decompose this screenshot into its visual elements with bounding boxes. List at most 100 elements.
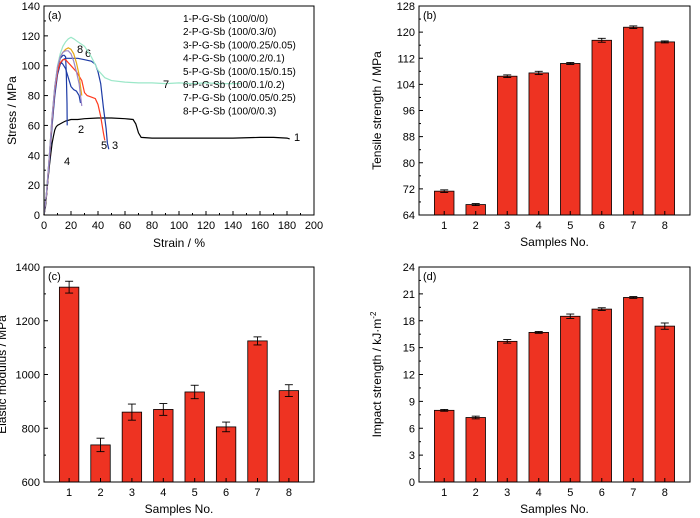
x-tick-label-a-2: 40: [92, 220, 104, 232]
bar-b-8: [654, 41, 675, 216]
panel-letter-a: (a): [48, 10, 61, 22]
curve-label-4: 4: [64, 156, 70, 168]
bar-d-8: [654, 325, 675, 483]
curve-label-1: 1: [294, 132, 300, 144]
bar-c-4: [153, 409, 174, 483]
x-tick-label-c-6: 6: [223, 487, 229, 499]
x-tick-label-d-5: 5: [567, 487, 573, 499]
series-line-1: [43, 117, 290, 216]
x-tick-label-d-4: 4: [536, 487, 542, 499]
y-axis-label-superscript-d: -2: [369, 311, 378, 319]
plot-frame-c: [43, 266, 315, 483]
y-tick-label-b-5: 104: [397, 79, 415, 91]
curve-label-3: 3: [112, 140, 118, 152]
y-axis-label-a: Stress / MPa: [5, 76, 19, 145]
x-tick-label-b-3: 3: [504, 220, 510, 232]
bar-d-7: [623, 297, 644, 483]
panel-letter-c: (c): [48, 271, 61, 283]
y-tick-label-d-8: 24: [403, 262, 415, 274]
x-tick-label-a-10: 200: [305, 220, 323, 232]
y-tick-label-c-1: 800: [22, 423, 40, 435]
y-tick-label-c-2: 1000: [16, 370, 40, 382]
x-tick-label-a-8: 160: [251, 220, 269, 232]
x-tick-label-b-8: 8: [662, 220, 668, 232]
y-tick-label-c-4: 1400: [16, 262, 40, 274]
x-tick-label-b-1: 1: [441, 220, 447, 232]
x-tick-label-b-7: 7: [630, 220, 636, 232]
x-tick-label-c-1: 1: [66, 487, 72, 499]
bar-c-7: [247, 340, 268, 483]
y-tick-label-d-0: 0: [409, 477, 415, 489]
x-tick-label-a-7: 140: [224, 220, 242, 232]
y-tick-label-a-0: 0: [34, 210, 40, 222]
curve-label-8: 8: [77, 44, 83, 56]
bar-c-8: [278, 390, 300, 483]
legend-entry-2: 2-P-G-Sb (100/0.3/0): [183, 27, 276, 38]
bar-d-6: [591, 308, 612, 483]
x-tick-label-a-3: 60: [119, 220, 131, 232]
x-axis-label-c: Samples No.: [145, 502, 214, 516]
y-tick-label-a-2: 40: [28, 150, 40, 162]
x-tick-label-a-4: 80: [146, 220, 158, 232]
x-tick-label-c-4: 4: [160, 487, 166, 499]
panel-letter-b: (b): [423, 10, 436, 22]
x-tick-label-b-2: 2: [473, 220, 479, 232]
x-tick-label-d-7: 7: [630, 487, 636, 499]
y-tick-label-b-3: 88: [403, 132, 415, 144]
y-axis-label-d: Impact strength / kJ·m-2: [369, 311, 384, 437]
legend-entry-1: 1-P-G-Sb (100/0/0): [183, 14, 268, 25]
y-tick-label-d-3: 9: [409, 396, 415, 408]
bar-d-1: [434, 409, 455, 483]
y-tick-label-d-5: 15: [403, 343, 415, 355]
bar-c-5: [184, 391, 205, 483]
curve-label-5: 5: [101, 140, 107, 152]
x-axis-label-a: Strain / %: [153, 236, 205, 250]
bar-b-5: [560, 63, 581, 216]
bar-d-3: [497, 340, 518, 483]
bar-c-3: [121, 411, 143, 483]
x-tick-label-d-1: 1: [441, 487, 447, 499]
x-tick-label-a-5: 100: [170, 220, 188, 232]
y-tick-label-b-6: 112: [397, 53, 415, 65]
x-axis-label-b: Samples No.: [520, 235, 589, 249]
y-tick-label-c-3: 1200: [16, 316, 40, 328]
curve-label-2: 2: [78, 124, 84, 136]
x-tick-label-a-9: 180: [278, 220, 296, 232]
y-tick-label-a-4: 80: [28, 91, 40, 103]
y-tick-label-b-7: 120: [397, 27, 415, 39]
series-line-8: [43, 50, 83, 216]
curve-label-7: 7: [163, 79, 169, 91]
curve-label-6: 6: [85, 48, 91, 60]
x-tick-label-d-8: 8: [662, 487, 668, 499]
legend-entry-6: 6-P-G-Sb (100/0.1/0.2): [183, 80, 285, 91]
y-tick-label-b-2: 80: [403, 158, 415, 170]
y-tick-label-b-8: 128: [397, 1, 415, 13]
x-tick-label-a-1: 20: [65, 220, 77, 232]
bar-b-3: [497, 75, 518, 216]
legend-entry-3: 3-P-G-Sb (100/0.25/0.05): [183, 40, 296, 51]
y-tick-label-d-2: 6: [409, 423, 415, 435]
y-tick-label-a-3: 60: [28, 120, 40, 132]
y-tick-label-a-5: 100: [22, 61, 40, 73]
bar-d-4: [528, 331, 549, 483]
x-tick-label-c-2: 2: [97, 487, 103, 499]
x-tick-label-d-3: 3: [504, 487, 510, 499]
legend-entry-4: 4-P-G-Sb (100/0.2/0.1): [183, 54, 285, 65]
y-tick-label-b-0: 64: [403, 210, 415, 222]
x-tick-label-b-4: 4: [536, 220, 542, 232]
bar-c-6: [215, 426, 237, 483]
x-tick-label-b-6: 6: [599, 220, 605, 232]
x-tick-label-c-3: 3: [129, 487, 135, 499]
y-tick-label-d-4: 12: [403, 370, 415, 382]
plot-frame-b: [418, 5, 691, 216]
legend-entry-8: 8-P-G-Sb (100/0/0.3): [183, 106, 276, 117]
y-tick-label-b-1: 72: [403, 184, 415, 196]
bar-b-6: [591, 39, 612, 216]
x-tick-label-c-7: 7: [254, 487, 260, 499]
y-tick-label-d-7: 21: [403, 289, 415, 301]
y-tick-label-a-6: 120: [22, 31, 40, 43]
bar-d-2: [465, 417, 486, 483]
y-axis-label-c: Elastic modulus / MPa: [0, 315, 9, 434]
panel-letter-d: (d): [423, 271, 436, 283]
y-tick-label-a-1: 20: [28, 180, 40, 192]
